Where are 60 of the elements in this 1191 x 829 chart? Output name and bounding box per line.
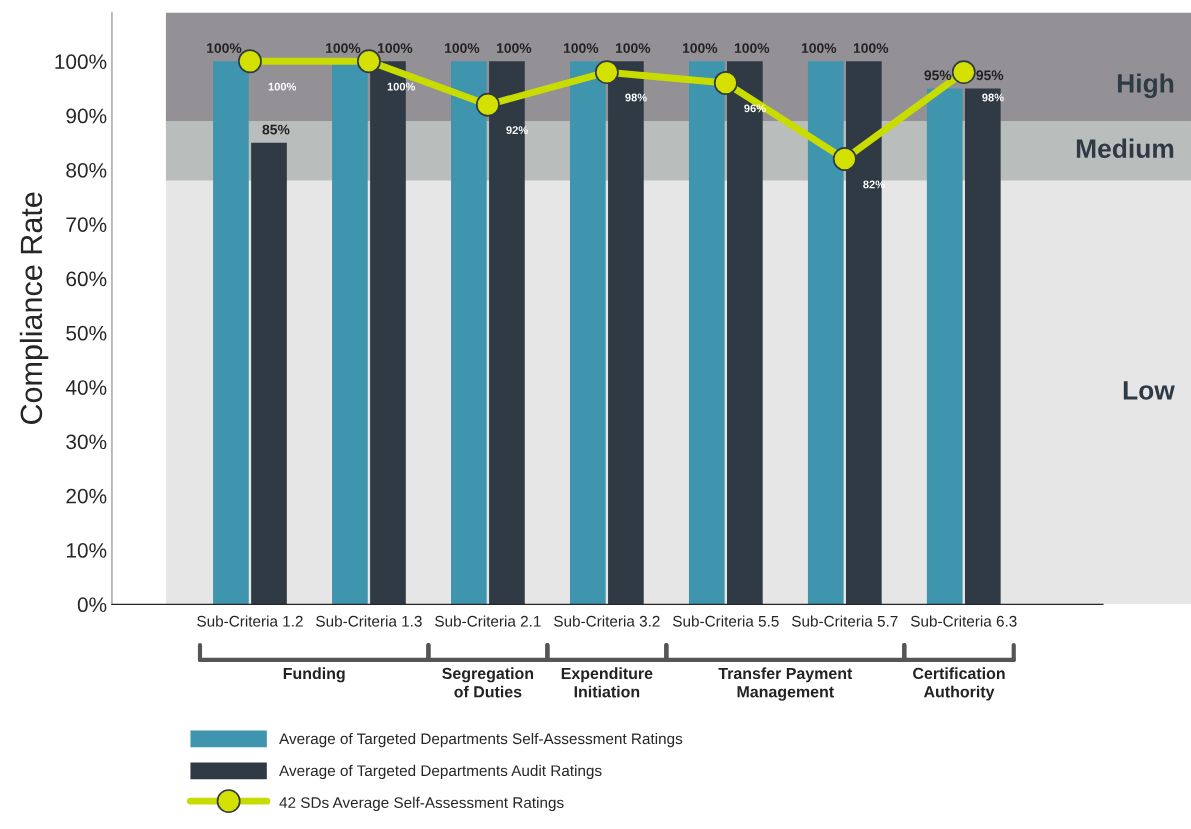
point: [475, 92, 500, 117]
data-label: 100%: [387, 82, 416, 91]
band-label: High: [1117, 73, 1174, 99]
y-tick-label: 60%: [66, 271, 107, 287]
data-label: 100%: [801, 43, 837, 54]
y-tick-label: 40%: [65, 380, 107, 395]
y-axis-title: Compliance Rate: [19, 192, 49, 425]
legend-label: Average of Targeted Departments Audit Ratings: [279, 764, 602, 780]
text: Certification Authority: [913, 667, 1005, 701]
data-label: 100%: [445, 43, 480, 54]
data-label: 100%: [207, 43, 242, 54]
data-label: 100%: [496, 43, 532, 54]
text: Transfer Payment Management: [718, 667, 853, 701]
y-tick-label: 0%: [77, 597, 107, 613]
point: [951, 60, 976, 85]
data-label: 100%: [378, 43, 413, 54]
x-tick-label: Sub-Criteria 1.2: [197, 615, 303, 627]
text: Funding: [283, 667, 345, 683]
y-tick-label: 50%: [66, 325, 107, 341]
band-label: Medium: [1076, 138, 1174, 158]
data-label: 100%: [268, 82, 297, 91]
x-tick-label: Sub-Criteria 1.3: [316, 615, 422, 627]
data-label: 100%: [564, 43, 599, 54]
data-label: 98%: [982, 93, 1004, 102]
data-label: 98%: [625, 93, 647, 102]
text: Segregation of Duties: [442, 667, 534, 698]
y-tick-label: 80%: [66, 162, 107, 178]
data-label: 95%: [976, 70, 1004, 81]
point: [713, 71, 738, 95]
bar: [213, 61, 249, 605]
y-tick-label: 10%: [66, 543, 107, 558]
text: Expenditure Initiation: [561, 667, 653, 698]
data-label: 100%: [326, 43, 361, 54]
legend-label: Average of Targeted Departments Self-Assessment Ratings: [279, 732, 683, 748]
data-label: 100%: [734, 43, 770, 54]
x-tick-label: Sub-Criteria 6.3: [910, 615, 1017, 627]
bar: [569, 61, 606, 605]
y-tick-label: 70%: [66, 217, 107, 232]
x-tick-label: Sub-Criteria 5.5: [673, 615, 779, 627]
data-label: 85%: [262, 124, 290, 135]
y-tick-label: 90%: [66, 108, 107, 124]
point: [832, 147, 857, 172]
x-tick-label: Sub-Criteria 3.2: [554, 615, 660, 627]
bar: [451, 61, 487, 605]
data-label: 100%: [853, 43, 889, 54]
point: [594, 60, 619, 85]
y-tick-label: 100%: [55, 54, 107, 70]
y-tick-label: 20%: [66, 488, 107, 504]
bar: [807, 61, 844, 605]
bar: [688, 61, 725, 605]
x-tick-label: Sub-Criteria 5.7: [792, 615, 898, 627]
bar: [251, 142, 287, 605]
y-tick-label: 30%: [66, 434, 107, 450]
data-label: 100%: [682, 43, 718, 54]
data-label: 95%: [924, 70, 952, 81]
x-tick-label: Sub-Criteria 2.1: [435, 615, 541, 627]
band-label: Low: [1123, 381, 1175, 400]
data-label: 100%: [615, 43, 651, 54]
bar: [926, 88, 963, 605]
legend-label: 42 SDs Average Self-Assessment Ratings: [279, 796, 564, 812]
